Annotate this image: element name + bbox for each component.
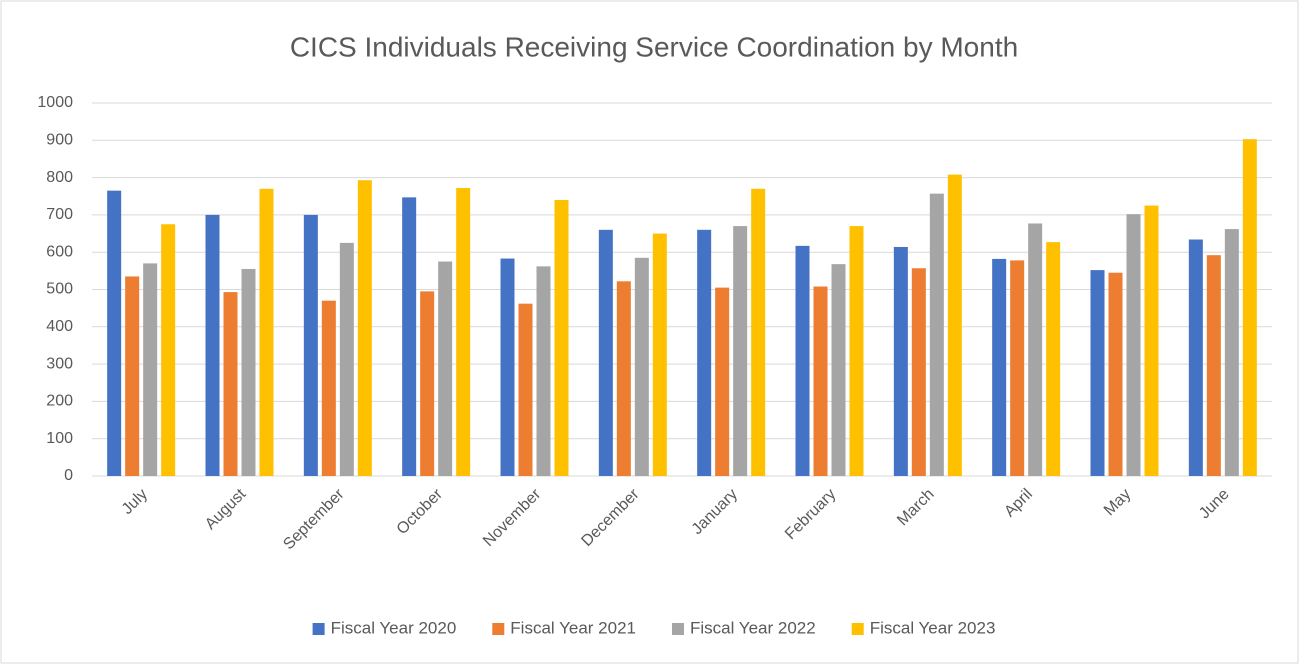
bar xyxy=(1108,272,1123,476)
bar xyxy=(616,281,631,476)
bar xyxy=(715,287,730,476)
legend-label: Fiscal Year 2020 xyxy=(331,618,457,637)
legend-swatch xyxy=(672,623,684,635)
legend-label: Fiscal Year 2021 xyxy=(510,618,636,637)
bar xyxy=(1242,139,1257,476)
y-tick-label: 700 xyxy=(46,206,73,223)
bar xyxy=(1206,255,1221,476)
y-tick-label: 600 xyxy=(46,243,73,260)
bar xyxy=(751,188,766,477)
bar xyxy=(303,214,318,476)
bar xyxy=(1144,205,1159,476)
bar xyxy=(205,214,220,476)
bar xyxy=(1126,214,1141,477)
y-tick-label: 1000 xyxy=(37,94,73,111)
bar xyxy=(697,229,712,476)
bar xyxy=(223,292,238,476)
bar xyxy=(143,263,158,476)
bar xyxy=(536,266,551,476)
bar xyxy=(733,226,748,476)
y-tick-label: 400 xyxy=(46,318,73,335)
bar xyxy=(456,188,471,476)
bar xyxy=(402,197,417,476)
bar xyxy=(321,300,336,476)
bar xyxy=(259,188,274,477)
bar xyxy=(911,268,926,476)
legend-swatch xyxy=(312,623,325,635)
bar xyxy=(795,245,810,476)
bar xyxy=(1188,239,1203,476)
bar xyxy=(929,193,944,476)
bar xyxy=(1028,223,1043,476)
bar xyxy=(125,276,140,476)
y-tick-label: 900 xyxy=(46,132,73,149)
bar xyxy=(634,257,649,476)
bar xyxy=(161,224,176,476)
legend-swatch xyxy=(851,623,864,635)
y-tick-label: 300 xyxy=(46,355,73,372)
bar xyxy=(831,264,846,476)
bar xyxy=(420,291,435,476)
bar xyxy=(357,180,372,476)
chart-title: CICS Individuals Receiving Service Coord… xyxy=(290,31,1018,62)
bar xyxy=(947,174,962,476)
y-tick-label: 500 xyxy=(46,281,73,298)
bar xyxy=(107,190,122,476)
bar xyxy=(598,229,613,476)
bar xyxy=(652,233,667,476)
y-tick-label: 0 xyxy=(64,467,73,484)
bar xyxy=(849,226,864,476)
bar xyxy=(893,246,908,476)
bar xyxy=(813,286,828,476)
bar xyxy=(500,258,515,476)
bar xyxy=(438,261,453,476)
bar xyxy=(339,242,354,476)
bar xyxy=(241,268,256,476)
bar xyxy=(1046,242,1061,476)
bar xyxy=(1010,260,1025,476)
legend-label: Fiscal Year 2022 xyxy=(690,618,816,637)
y-tick-label: 200 xyxy=(46,393,73,410)
legend-swatch xyxy=(492,623,505,635)
bar xyxy=(518,303,533,476)
bar xyxy=(992,258,1007,476)
y-tick-label: 100 xyxy=(46,430,73,447)
bar xyxy=(1224,229,1239,476)
y-tick-label: 800 xyxy=(46,169,73,186)
bar xyxy=(554,199,569,477)
legend-label: Fiscal Year 2023 xyxy=(870,618,996,637)
bar xyxy=(1090,270,1105,476)
